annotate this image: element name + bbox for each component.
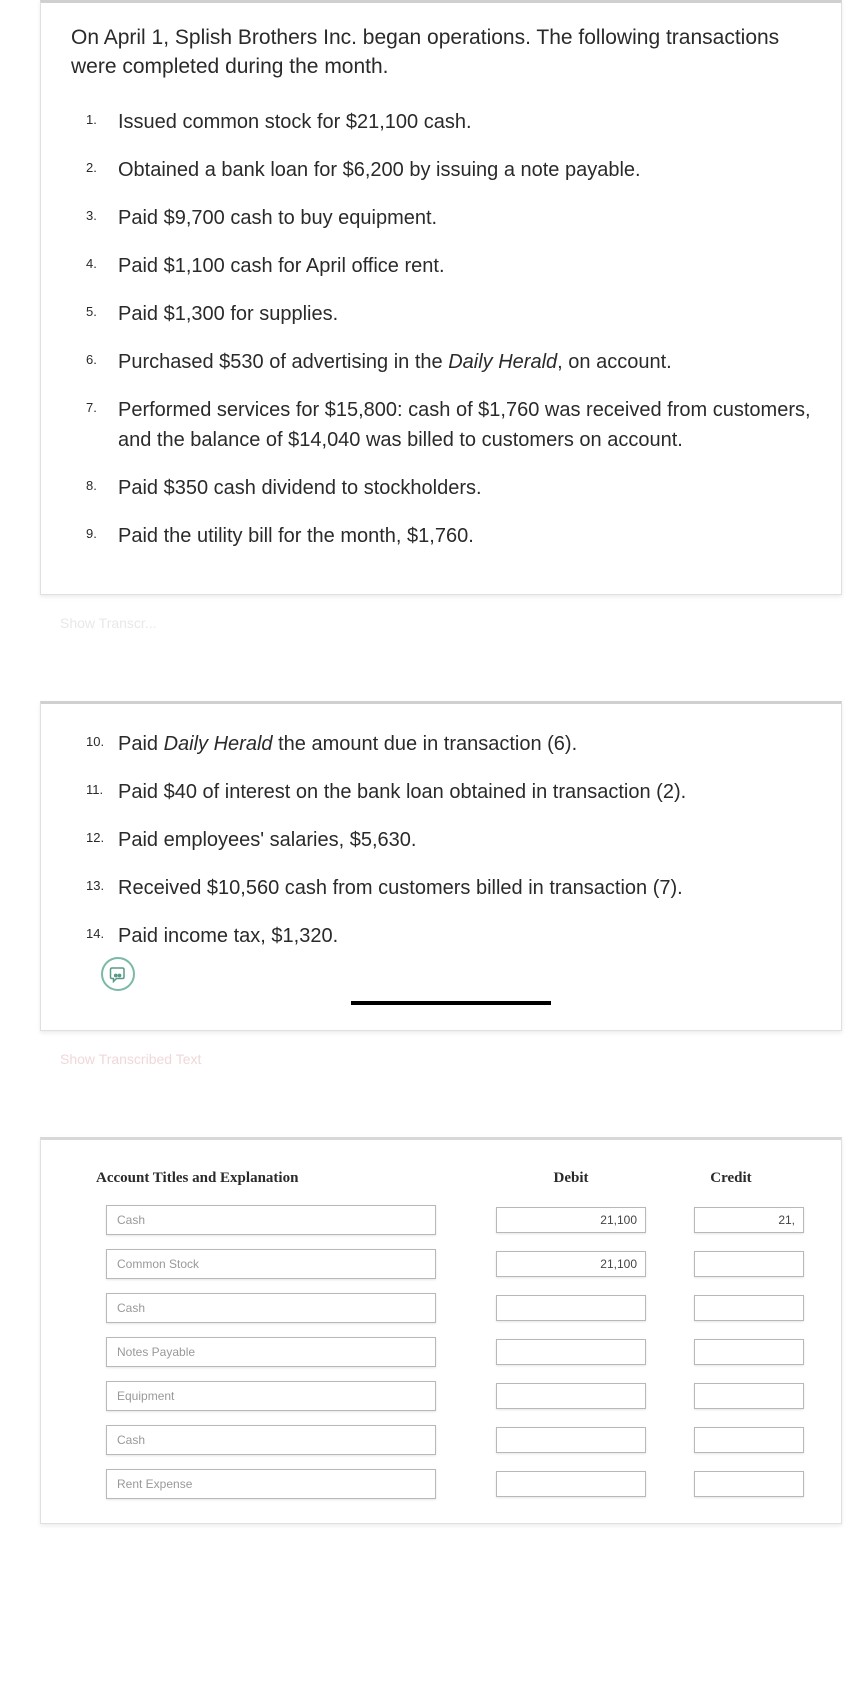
- item-text: Paid employees' salaries, $5,630.: [118, 825, 416, 855]
- debit-input[interactable]: [496, 1339, 646, 1365]
- item-number: 4.: [86, 251, 118, 271]
- table-row: [96, 1337, 806, 1367]
- question-card-2: 10.Paid Daily Herald the amount due in t…: [40, 701, 842, 1031]
- debit-input[interactable]: [496, 1383, 646, 1409]
- table-row: [96, 1425, 806, 1455]
- transaction-item: 4.Paid $1,100 cash for April office rent…: [86, 251, 821, 281]
- show-transcribed-link-1[interactable]: Show Transcr...: [60, 615, 862, 631]
- account-input[interactable]: [106, 1249, 436, 1279]
- item-text: Performed services for $15,800: cash of …: [118, 395, 821, 455]
- credit-input[interactable]: [694, 1251, 804, 1277]
- journal-table-card: Account Titles and Explanation Debit Cre…: [40, 1137, 842, 1524]
- header-debit: Debit: [486, 1170, 656, 1187]
- item-number: 11.: [86, 777, 118, 797]
- credit-input[interactable]: [694, 1383, 804, 1409]
- item-number: 7.: [86, 395, 118, 415]
- credit-input[interactable]: [694, 1295, 804, 1321]
- item-text: Paid $9,700 cash to buy equipment.: [118, 203, 437, 233]
- item-text: Paid the utility bill for the month, $1,…: [118, 521, 474, 551]
- item-text: Received $10,560 cash from customers bil…: [118, 873, 683, 903]
- transaction-item: 1.Issued common stock for $21,100 cash.: [86, 107, 821, 137]
- transaction-item: 14.Paid income tax, $1,320.: [86, 921, 821, 951]
- item-text: Obtained a bank loan for $6,200 by issui…: [118, 155, 641, 185]
- transaction-list-1: 1.Issued common stock for $21,100 cash.2…: [71, 107, 821, 551]
- table-body: [96, 1205, 806, 1499]
- item-number: 13.: [86, 873, 118, 893]
- intro-text: On April 1, Splish Brothers Inc. began o…: [71, 23, 821, 82]
- chat-icon: [101, 957, 135, 991]
- item-number: 9.: [86, 521, 118, 541]
- item-number: 3.: [86, 203, 118, 223]
- header-credit: Credit: [656, 1170, 806, 1187]
- chat-bubble[interactable]: [101, 957, 821, 991]
- debit-input[interactable]: [496, 1471, 646, 1497]
- account-input[interactable]: [106, 1425, 436, 1455]
- transaction-item: 11.Paid $40 of interest on the bank loan…: [86, 777, 821, 807]
- item-number: 14.: [86, 921, 118, 941]
- account-input[interactable]: [106, 1293, 436, 1323]
- transaction-item: 3.Paid $9,700 cash to buy equipment.: [86, 203, 821, 233]
- item-text: Paid $1,100 cash for April office rent.: [118, 251, 445, 281]
- show-transcribed-link-2[interactable]: Show Transcribed Text: [60, 1051, 862, 1067]
- transaction-item: 12.Paid employees' salaries, $5,630.: [86, 825, 821, 855]
- table-row: [96, 1205, 806, 1235]
- credit-input[interactable]: [694, 1471, 804, 1497]
- item-number: 1.: [86, 107, 118, 127]
- account-input[interactable]: [106, 1381, 436, 1411]
- divider-bar: [351, 1001, 551, 1005]
- transaction-item: 9.Paid the utility bill for the month, $…: [86, 521, 821, 551]
- table-row: [96, 1249, 806, 1279]
- item-number: 5.: [86, 299, 118, 319]
- transaction-item: 8.Paid $350 cash dividend to stockholder…: [86, 473, 821, 503]
- item-number: 6.: [86, 347, 118, 367]
- credit-input[interactable]: [694, 1207, 804, 1233]
- debit-input[interactable]: [496, 1295, 646, 1321]
- item-number: 10.: [86, 729, 118, 749]
- item-text: Paid income tax, $1,320.: [118, 921, 338, 951]
- item-text: Purchased $530 of advertising in the Dai…: [118, 347, 672, 377]
- credit-input[interactable]: [694, 1427, 804, 1453]
- header-account: Account Titles and Explanation: [96, 1170, 486, 1187]
- item-number: 12.: [86, 825, 118, 845]
- transaction-item: 10.Paid Daily Herald the amount due in t…: [86, 729, 821, 759]
- account-input[interactable]: [106, 1469, 436, 1499]
- item-text: Paid $1,300 for supplies.: [118, 299, 338, 329]
- table-header-row: Account Titles and Explanation Debit Cre…: [96, 1170, 806, 1187]
- transaction-item: 2.Obtained a bank loan for $6,200 by iss…: [86, 155, 821, 185]
- table-row: [96, 1293, 806, 1323]
- item-text: Paid Daily Herald the amount due in tran…: [118, 729, 577, 759]
- table-row: [96, 1469, 806, 1499]
- transaction-item: 5.Paid $1,300 for supplies.: [86, 299, 821, 329]
- item-number: 8.: [86, 473, 118, 493]
- item-text: Paid $350 cash dividend to stockholders.: [118, 473, 482, 503]
- table-row: [96, 1381, 806, 1411]
- account-input[interactable]: [106, 1337, 436, 1367]
- transaction-item: 7.Performed services for $15,800: cash o…: [86, 395, 821, 455]
- debit-input[interactable]: [496, 1207, 646, 1233]
- question-card-1: On April 1, Splish Brothers Inc. began o…: [40, 0, 842, 595]
- debit-input[interactable]: [496, 1251, 646, 1277]
- credit-input[interactable]: [694, 1339, 804, 1365]
- item-number: 2.: [86, 155, 118, 175]
- debit-input[interactable]: [496, 1427, 646, 1453]
- transaction-item: 13.Received $10,560 cash from customers …: [86, 873, 821, 903]
- item-text: Paid $40 of interest on the bank loan ob…: [118, 777, 686, 807]
- account-input[interactable]: [106, 1205, 436, 1235]
- transaction-list-2: 10.Paid Daily Herald the amount due in t…: [71, 729, 821, 951]
- transaction-item: 6.Purchased $530 of advertising in the D…: [86, 347, 821, 377]
- item-text: Issued common stock for $21,100 cash.: [118, 107, 472, 137]
